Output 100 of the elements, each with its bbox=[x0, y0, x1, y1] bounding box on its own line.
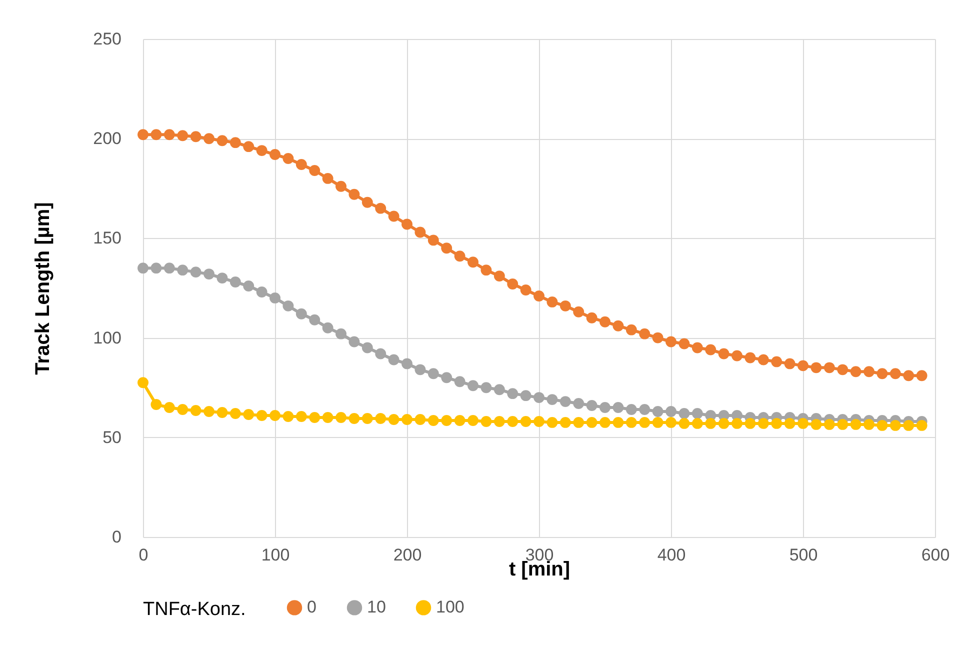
y-tick-label: 150 bbox=[93, 228, 122, 248]
point bbox=[164, 129, 175, 140]
point bbox=[428, 234, 439, 246]
point bbox=[336, 328, 346, 340]
x-tick-label: 200 bbox=[393, 546, 422, 564]
point bbox=[270, 410, 280, 421]
point bbox=[850, 418, 862, 430]
point bbox=[494, 416, 505, 427]
point bbox=[270, 292, 280, 304]
legend-label: 10 bbox=[367, 598, 386, 617]
point bbox=[494, 270, 505, 282]
point bbox=[771, 356, 782, 368]
point bbox=[612, 320, 624, 332]
point bbox=[454, 250, 466, 262]
y-tick-label: 0 bbox=[112, 528, 122, 546]
point bbox=[402, 358, 412, 370]
point bbox=[534, 416, 544, 427]
point bbox=[652, 416, 664, 428]
point bbox=[388, 354, 400, 366]
point bbox=[402, 218, 412, 230]
point bbox=[177, 404, 188, 415]
point bbox=[480, 264, 492, 276]
point bbox=[560, 396, 571, 408]
point bbox=[388, 210, 400, 222]
point bbox=[639, 328, 650, 340]
point bbox=[230, 137, 241, 148]
point bbox=[612, 416, 624, 428]
point bbox=[256, 145, 268, 156]
point bbox=[282, 300, 294, 312]
point bbox=[468, 380, 478, 392]
point bbox=[322, 322, 334, 334]
point bbox=[441, 415, 452, 426]
point bbox=[282, 411, 294, 422]
point bbox=[348, 188, 360, 200]
point bbox=[190, 131, 202, 142]
point bbox=[626, 416, 637, 428]
point bbox=[666, 336, 676, 348]
point bbox=[204, 133, 214, 144]
point bbox=[626, 404, 637, 415]
legend-label: 0 bbox=[307, 598, 316, 617]
point bbox=[414, 414, 426, 425]
point bbox=[256, 286, 268, 298]
point bbox=[798, 360, 808, 372]
y-tick-label: 250 bbox=[93, 30, 122, 48]
point bbox=[441, 242, 452, 254]
point bbox=[190, 266, 202, 278]
point bbox=[428, 415, 439, 426]
point bbox=[494, 384, 505, 396]
point bbox=[507, 388, 518, 400]
legend-label: 100 bbox=[436, 598, 464, 617]
point bbox=[480, 416, 492, 427]
point bbox=[600, 402, 610, 413]
point bbox=[138, 129, 148, 140]
point bbox=[138, 262, 148, 274]
point bbox=[573, 398, 584, 409]
point bbox=[362, 196, 373, 208]
point bbox=[652, 406, 664, 417]
point bbox=[243, 280, 254, 292]
point bbox=[216, 407, 228, 418]
y-axis-title: Track Length [µm] bbox=[32, 202, 54, 375]
point bbox=[520, 416, 532, 427]
point bbox=[666, 416, 676, 428]
point bbox=[837, 364, 848, 376]
point bbox=[468, 256, 478, 268]
point bbox=[692, 408, 703, 419]
point bbox=[309, 412, 320, 423]
point bbox=[296, 159, 307, 170]
point bbox=[177, 130, 188, 142]
point bbox=[375, 348, 386, 360]
point bbox=[810, 418, 822, 430]
point bbox=[546, 394, 558, 406]
point bbox=[322, 172, 334, 184]
point bbox=[692, 418, 703, 429]
point bbox=[903, 370, 914, 382]
point bbox=[388, 414, 400, 425]
point bbox=[138, 377, 148, 388]
point bbox=[732, 350, 742, 362]
point bbox=[150, 399, 162, 410]
point bbox=[414, 364, 426, 376]
point bbox=[375, 202, 386, 214]
point bbox=[824, 362, 835, 374]
point bbox=[322, 412, 334, 423]
point bbox=[402, 414, 412, 425]
point bbox=[230, 408, 241, 419]
point bbox=[652, 332, 664, 344]
point bbox=[164, 262, 175, 274]
point bbox=[362, 342, 373, 354]
point bbox=[784, 358, 796, 370]
x-tick-label: 400 bbox=[657, 546, 686, 564]
point bbox=[771, 418, 782, 429]
point bbox=[216, 272, 228, 284]
point bbox=[428, 368, 439, 380]
point bbox=[177, 264, 188, 276]
point bbox=[678, 338, 690, 350]
point bbox=[890, 368, 901, 380]
point bbox=[520, 284, 532, 296]
point bbox=[454, 376, 466, 388]
point bbox=[414, 226, 426, 238]
point bbox=[468, 415, 478, 426]
point bbox=[362, 413, 373, 424]
